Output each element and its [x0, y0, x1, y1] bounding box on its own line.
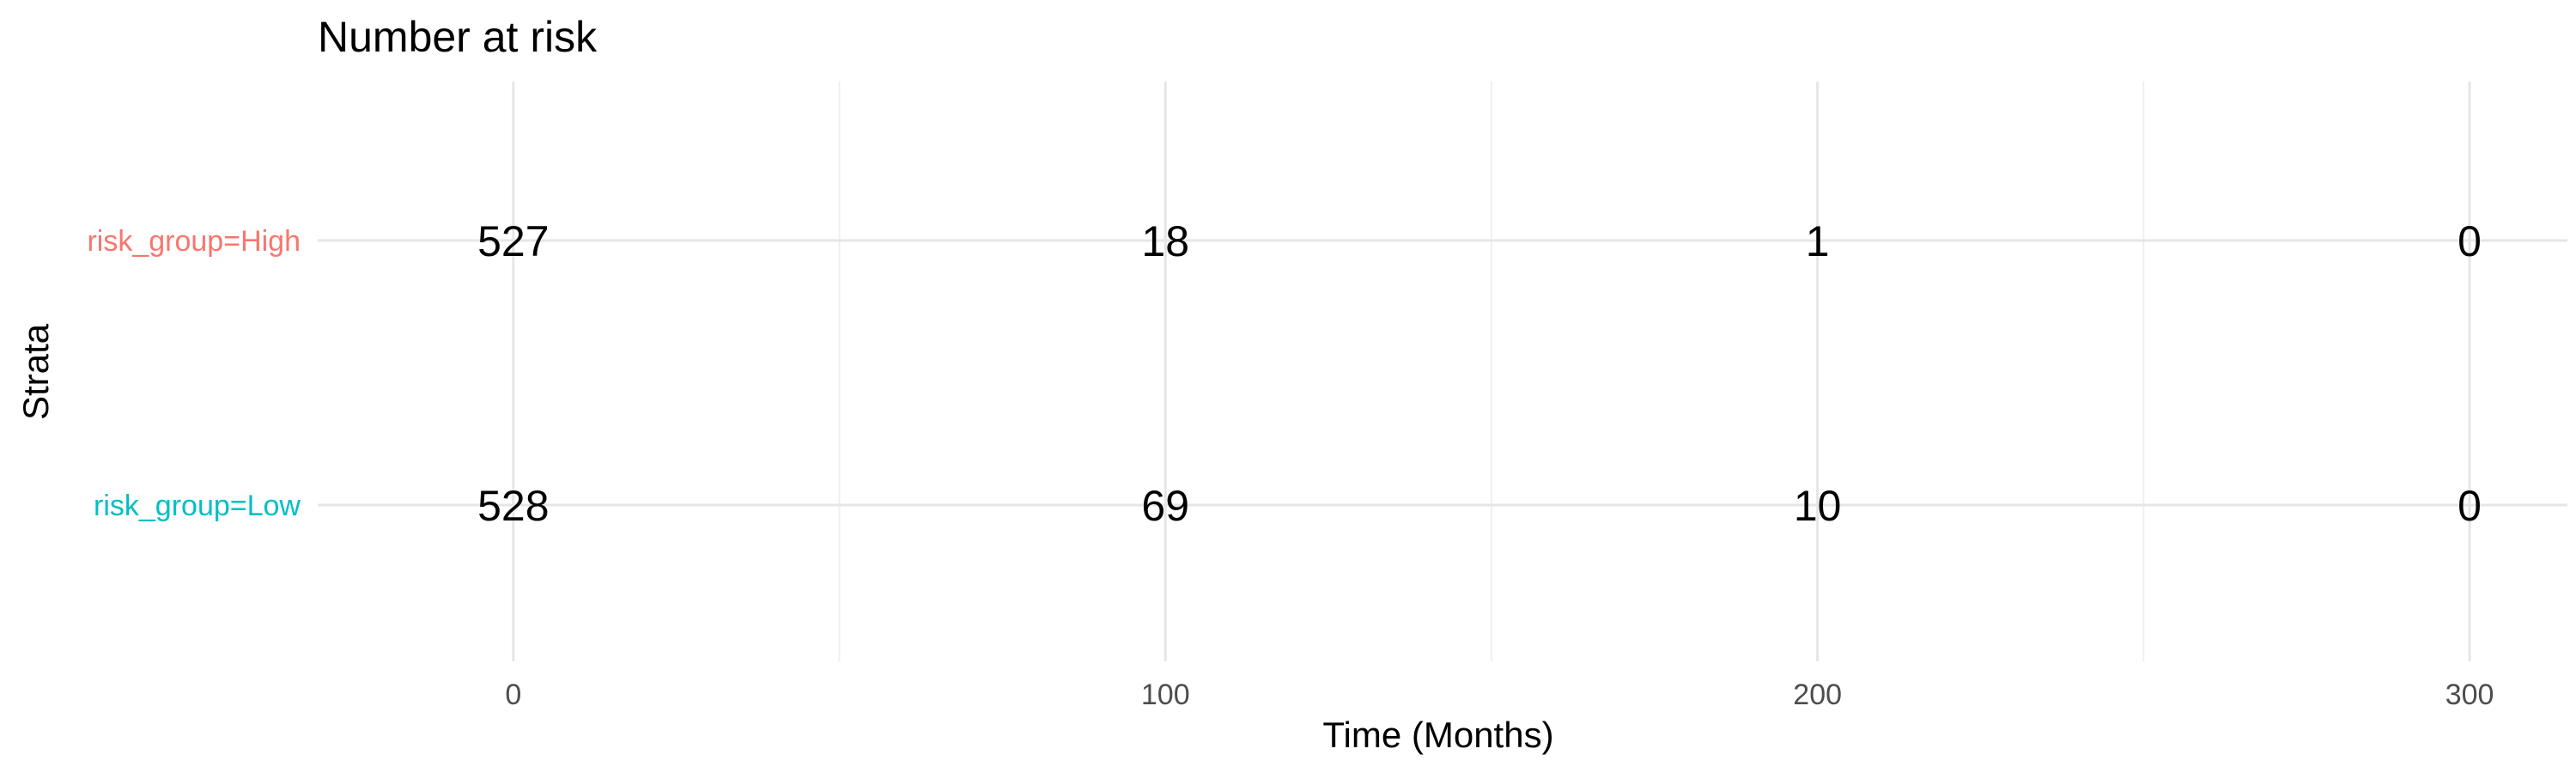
x-axis-ticks: 0 100 200 300	[505, 679, 2494, 711]
risk-count-cell: 0	[2458, 482, 2482, 530]
strata-label: risk_group=High	[87, 225, 301, 258]
chart-title: Number at risk	[318, 13, 598, 61]
risk-count-cell: 0	[2458, 217, 2482, 265]
risk-count-cell: 69	[1141, 482, 1189, 530]
risk-count-cell: 528	[477, 482, 549, 530]
grid-lines	[318, 82, 2567, 661]
x-tick-label: 300	[2445, 679, 2494, 711]
x-tick-label: 200	[1793, 679, 1842, 711]
strata-label: risk_group=Low	[94, 490, 301, 522]
x-axis-title: Time (Months)	[1322, 715, 1553, 755]
x-tick-label: 100	[1141, 679, 1190, 711]
strata-labels: risk_group=High risk_group=Low	[87, 225, 301, 522]
risk-count-cell: 527	[477, 217, 549, 265]
risk-count-cell: 18	[1141, 217, 1189, 265]
x-tick-label: 0	[505, 679, 521, 711]
risk-count-cell: 10	[1794, 482, 1842, 530]
risk-count-cell: 1	[1806, 217, 1830, 265]
y-axis-title: Strata	[15, 323, 56, 420]
